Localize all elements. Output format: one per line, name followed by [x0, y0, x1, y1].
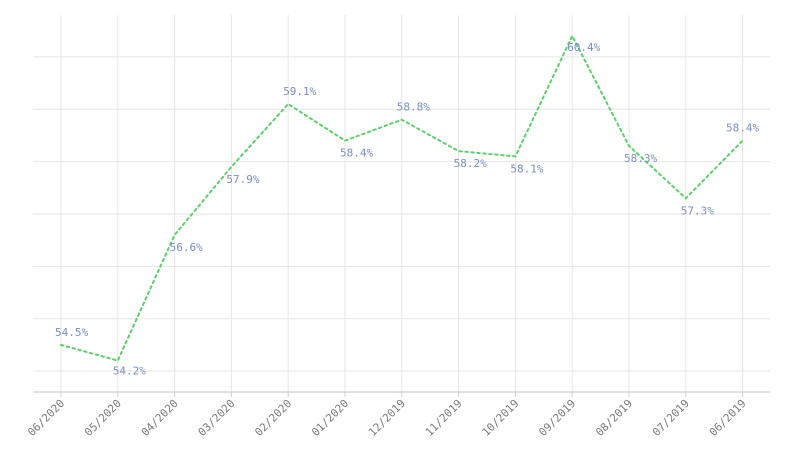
data-label: 58.3%: [624, 152, 657, 165]
data-label: 57.9%: [226, 173, 259, 186]
grid-lines: [33, 15, 770, 392]
x-tick-label: 06/2019: [707, 397, 749, 439]
data-label: 54.5%: [55, 326, 88, 339]
x-tick-label: 03/2020: [196, 397, 238, 439]
x-tick-label: 02/2020: [252, 397, 294, 439]
data-label: 60.4%: [567, 41, 600, 54]
data-label: 58.4%: [340, 147, 373, 160]
data-label: 57.3%: [681, 204, 714, 217]
x-tick-label: 06/2020: [25, 397, 67, 439]
x-tick-label: 04/2020: [139, 397, 181, 439]
x-tick-label: 01/2020: [309, 397, 351, 439]
x-tick-label: 09/2019: [536, 397, 578, 439]
x-tick-label: 05/2020: [82, 397, 124, 439]
series-line: [60, 33, 744, 362]
x-tick-label: 12/2019: [366, 397, 408, 439]
data-label: 56.6%: [170, 241, 203, 254]
x-tick-label: 07/2019: [650, 397, 692, 439]
x-tick-label: 11/2019: [423, 397, 465, 439]
data-label: 58.2%: [454, 157, 487, 170]
series-layer: [60, 33, 744, 362]
data-label: 54.2%: [113, 365, 146, 378]
data-label: 58.1%: [510, 162, 543, 175]
x-tick-label: 08/2019: [593, 397, 635, 439]
data-label: 58.4%: [726, 122, 759, 135]
data-label: 59.1%: [283, 85, 316, 98]
x-tick-label: 10/2019: [480, 397, 522, 439]
x-axis: [33, 391, 770, 397]
data-label: 58.8%: [397, 101, 430, 114]
data-labels: 54.5% 54.2% 56.6% 57.9% 59.1% 58.4% 58.8% 58.2%…: [55, 41, 760, 378]
x-tick-labels: 06/2020 05/2020 04/2020 03/2020 02/2020 01/20…: [25, 397, 749, 439]
